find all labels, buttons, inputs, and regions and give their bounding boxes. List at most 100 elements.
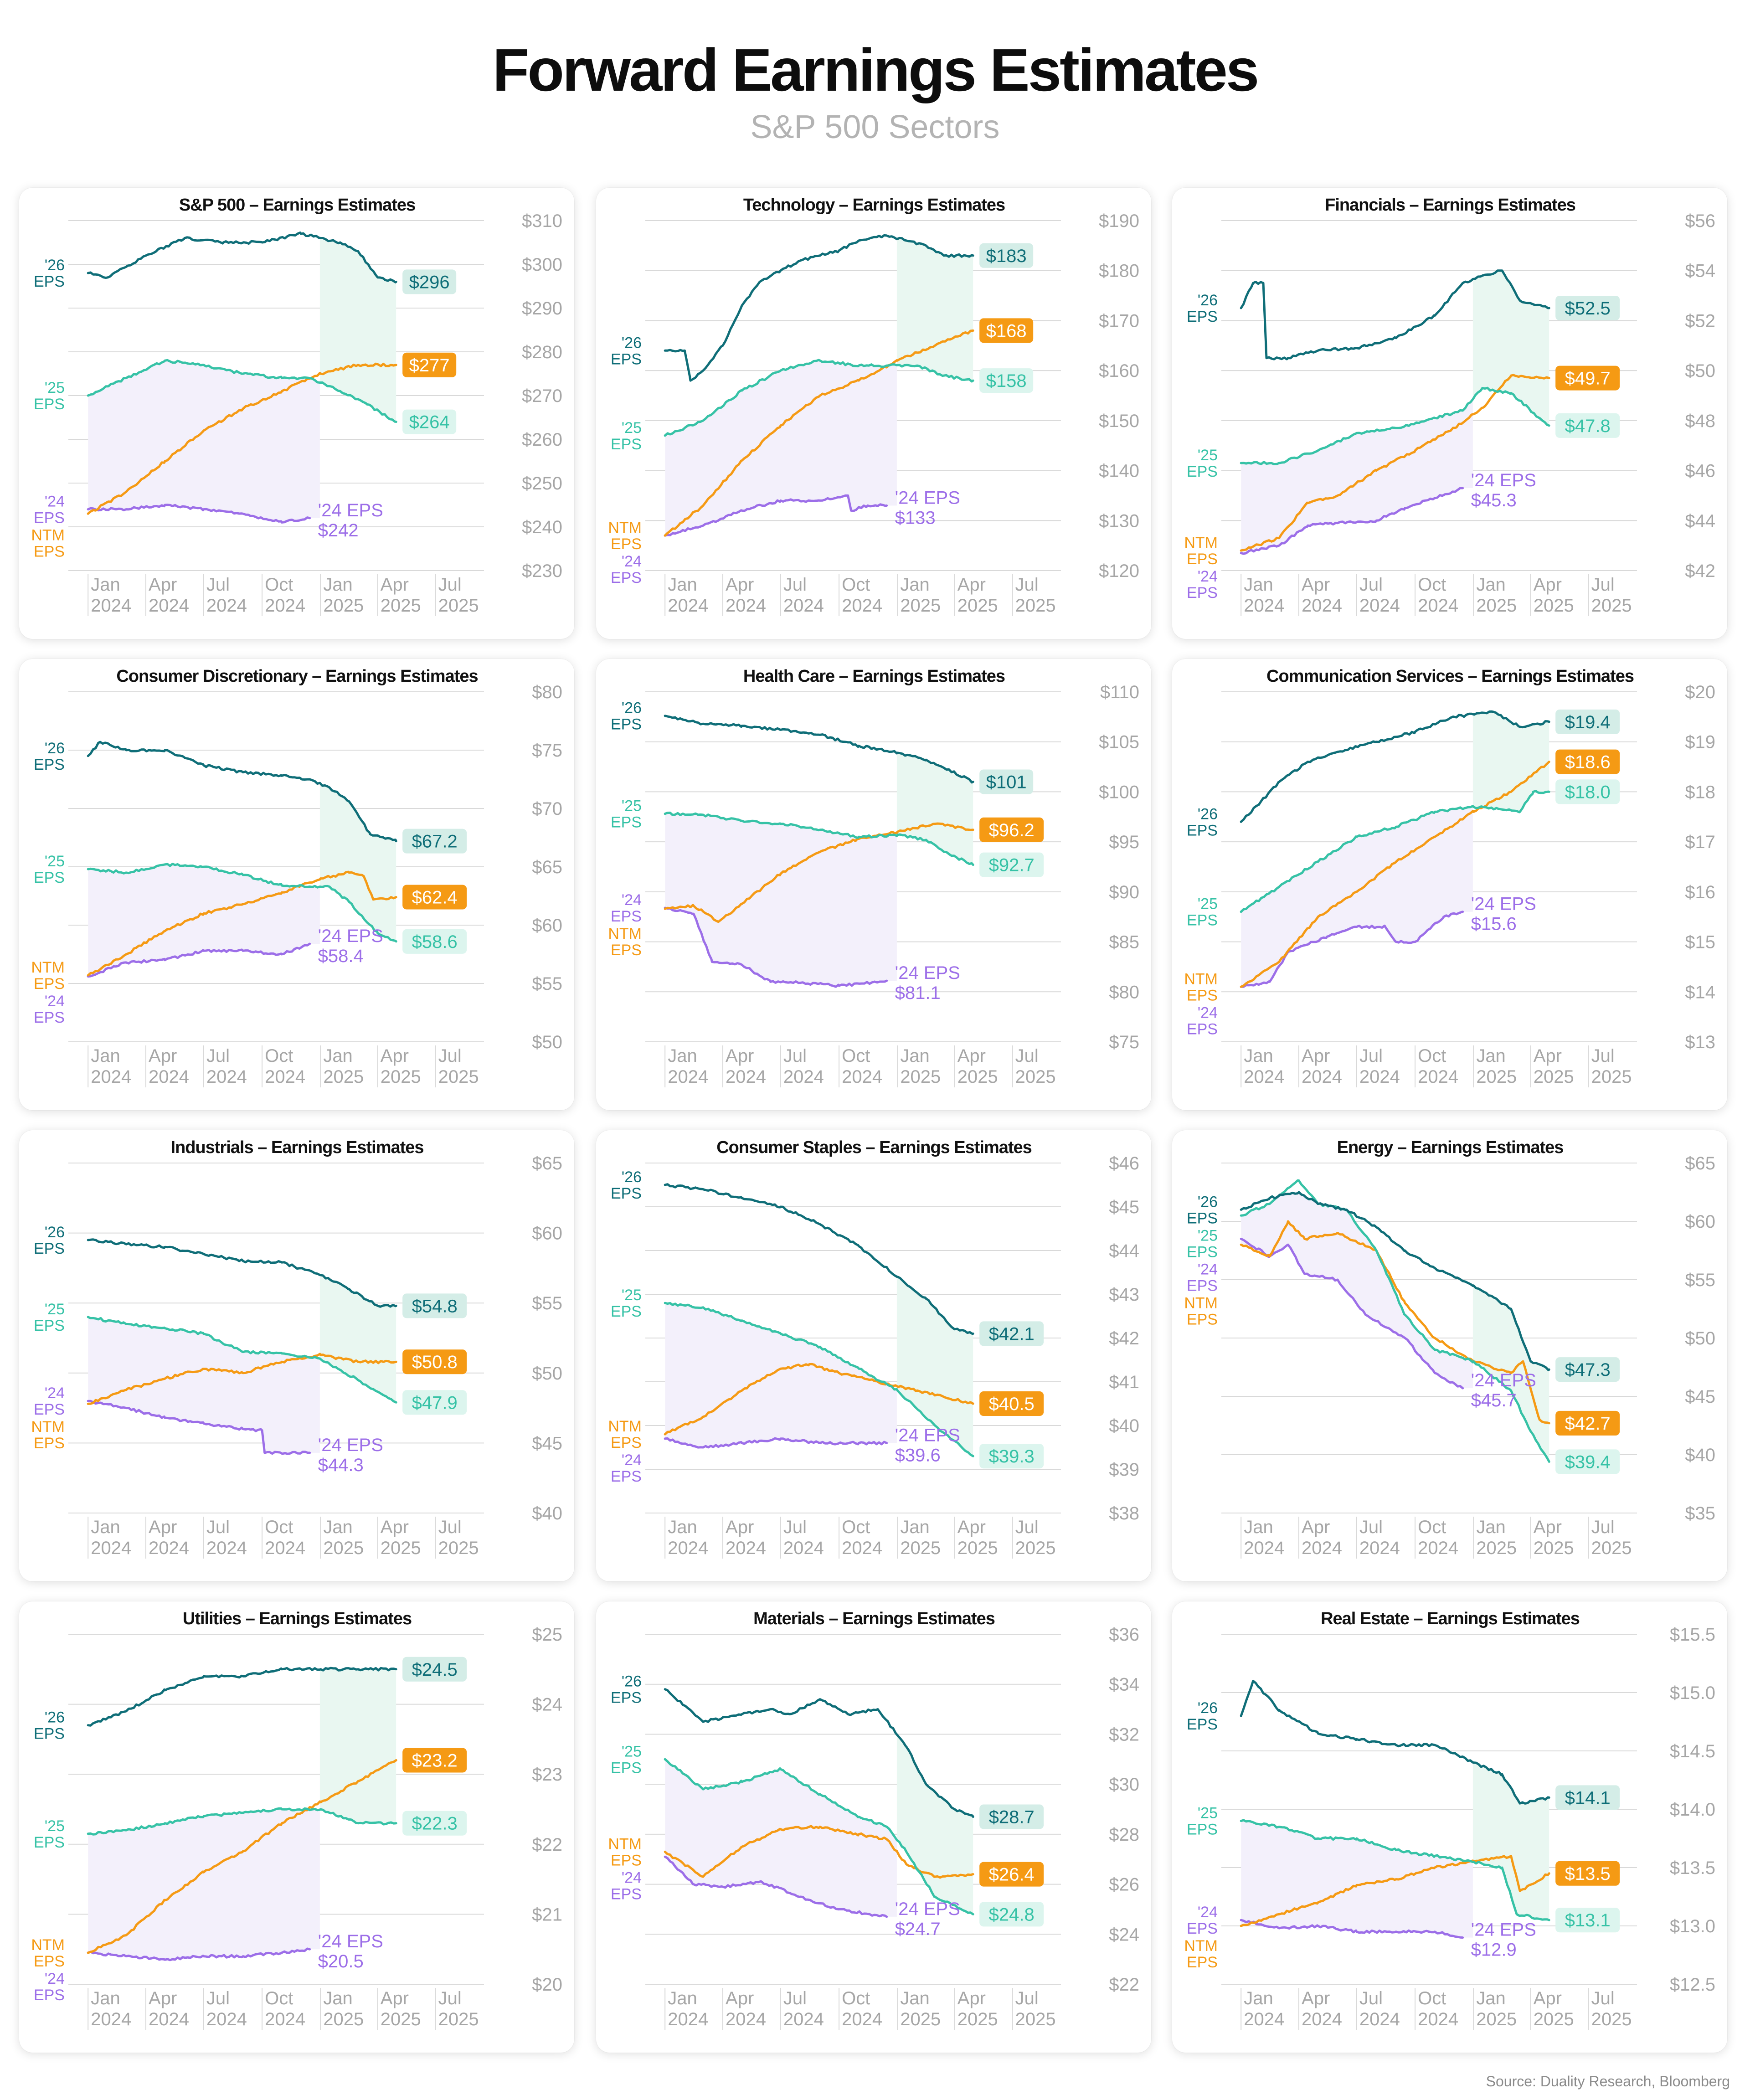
- x-tick-year: 2024: [1244, 1067, 1284, 1087]
- series-line-eps24: [1240, 487, 1464, 555]
- shade-2024: [1241, 1193, 1473, 1389]
- series-line-ntm: [87, 1759, 397, 1954]
- end-label-ntm: $62.4: [412, 888, 458, 908]
- shade-2024: [88, 1808, 320, 1960]
- series-line-eps26: [87, 1238, 397, 1308]
- y-tick-label: $14.5: [1670, 1741, 1715, 1761]
- x-tick-year: 2025: [323, 1067, 364, 1087]
- chart-svg: Communication Services – Earnings Estima…: [1184, 667, 1715, 1087]
- end-label-eps24: '24 EPS $24.7: [895, 1899, 960, 1939]
- y-tick-label: $20: [532, 1975, 562, 1995]
- end-label-ntm: $18.6: [1565, 752, 1611, 772]
- end-label-box-eps26: [1555, 709, 1620, 734]
- x-tick-year: 2024: [783, 2009, 824, 2029]
- y-tick-label: $230: [522, 561, 562, 581]
- x-tick-month: Apr: [726, 1988, 754, 2008]
- x-tick-month: Jul: [206, 575, 230, 595]
- end-label-eps24: '24 EPS $58.4: [318, 926, 383, 966]
- x-tick-month: Apr: [957, 1988, 986, 2008]
- x-tick-year: 2025: [1591, 1067, 1632, 1087]
- x-tick-month: Jul: [1015, 1046, 1039, 1066]
- x-tick-month: Apr: [381, 1517, 409, 1537]
- x-tick-month: Apr: [957, 575, 986, 595]
- end-label-box-eps26: [979, 1321, 1044, 1346]
- y-tick-label: $22: [532, 1835, 562, 1855]
- series-name-eps25: '25 EPS: [34, 379, 65, 413]
- y-tick-label: $65: [1685, 1153, 1715, 1174]
- x-tick-year: 2025: [1591, 2009, 1632, 2029]
- x-tick-year: 2024: [1244, 2009, 1284, 2029]
- x-tick-year: 2024: [265, 1067, 305, 1087]
- x-tick-month: Apr: [381, 1988, 409, 2008]
- x-tick-month: Jan: [323, 575, 353, 595]
- series-name-eps26: '26 EPS: [34, 740, 65, 773]
- x-tick-year: 2024: [1418, 1538, 1458, 1558]
- series-name-eps26: '26 EPS: [611, 1673, 642, 1707]
- chart-title: Consumer Staples – Earnings Estimates: [716, 1138, 1032, 1157]
- series-name-eps26: '26 EPS: [611, 700, 642, 733]
- x-tick-month: Jul: [1015, 575, 1039, 595]
- y-tick-label: $18: [1685, 782, 1715, 802]
- x-tick-year: 2025: [957, 1538, 998, 1558]
- end-label-box-ntm: [402, 352, 457, 377]
- series-line-eps26: [87, 1667, 397, 1727]
- y-tick-label: $48: [1685, 411, 1715, 431]
- x-tick-month: Apr: [1534, 1046, 1562, 1066]
- x-tick-year: 2024: [842, 2009, 882, 2029]
- chart-svg: Utilities – Earnings Estimates $20 $21 $22 $…: [31, 1609, 562, 2030]
- chart-panel: Real Estate – Earnings Estimates $12.5 $13…: [1172, 1601, 1727, 2053]
- y-tick-label: $110: [1100, 682, 1139, 702]
- x-tick-month: Jan: [1476, 575, 1506, 595]
- x-tick-month: Oct: [265, 575, 293, 595]
- shade-2025: [319, 238, 396, 422]
- x-tick-month: Jul: [1015, 1988, 1039, 2008]
- shade-2025: [896, 1735, 973, 1915]
- x-tick-month: Apr: [1302, 575, 1330, 595]
- x-tick-month: Jan: [91, 575, 120, 595]
- x-tick-year: 2024: [668, 2009, 708, 2029]
- end-label-box-eps26: [979, 769, 1034, 794]
- x-tick-year: 2024: [783, 1067, 824, 1087]
- x-tick-month: Jan: [323, 1046, 353, 1066]
- end-label-ntm: $42.7: [1565, 1414, 1611, 1434]
- y-tick-label: $46: [1109, 1153, 1139, 1174]
- end-label-eps25: $39.4: [1565, 1452, 1611, 1472]
- x-tick-month: Apr: [381, 575, 409, 595]
- y-tick-label: $56: [1685, 211, 1715, 231]
- chart-svg: S&P 500 – Earnings Estimates $230 $240 $250…: [31, 196, 562, 616]
- x-tick-year: 2024: [206, 596, 247, 616]
- x-tick-month: Oct: [265, 1046, 293, 1066]
- chart-svg: Health Care – Earnings Estimates $75 $80 $8…: [608, 667, 1139, 1087]
- x-tick-year: 2024: [206, 1067, 247, 1087]
- y-tick-label: $32: [1109, 1724, 1139, 1745]
- series-name-eps24: '24 EPS: [1187, 1904, 1218, 1937]
- chart-panel: Communication Services – Earnings Estima…: [1172, 659, 1727, 1110]
- series-name-eps24: '24 EPS: [611, 891, 642, 925]
- end-label-eps26: $54.8: [412, 1296, 458, 1316]
- x-tick-month: Jan: [668, 1988, 697, 2008]
- series-name-eps25: '25 EPS: [611, 1743, 642, 1776]
- y-tick-label: $40: [532, 1503, 562, 1524]
- x-tick-year: 2025: [900, 2009, 941, 2029]
- end-label-box-eps25: [1555, 779, 1620, 804]
- end-label-box-ntm: [1555, 365, 1620, 391]
- x-tick-month: Jan: [900, 1988, 930, 2008]
- x-tick-year: 2025: [1015, 2009, 1056, 2029]
- x-tick-year: 2025: [381, 1067, 421, 1087]
- x-tick-year: 2024: [1359, 1067, 1400, 1087]
- y-tick-label: $300: [522, 255, 562, 275]
- x-tick-year: 2025: [323, 2009, 364, 2029]
- y-tick-label: $160: [1099, 361, 1139, 381]
- x-tick-month: Apr: [149, 1517, 177, 1537]
- chart-panel: S&P 500 – Earnings Estimates $230 $240 $250…: [19, 188, 574, 639]
- x-tick-month: Jan: [668, 1046, 697, 1066]
- x-tick-month: Jul: [438, 1046, 462, 1066]
- series-name-eps24: '24 EPS: [1187, 1004, 1218, 1038]
- end-label-eps24: '24 EPS $15.6: [1471, 894, 1536, 934]
- x-tick-month: Jan: [900, 1517, 930, 1537]
- series-line-eps26: [1240, 1191, 1550, 1371]
- chart-title: Technology – Earnings Estimates: [743, 196, 1005, 215]
- x-tick-year: 2025: [1015, 1538, 1056, 1558]
- y-tick-label: $55: [532, 974, 562, 994]
- chart-title: Real Estate – Earnings Estimates: [1321, 1609, 1580, 1628]
